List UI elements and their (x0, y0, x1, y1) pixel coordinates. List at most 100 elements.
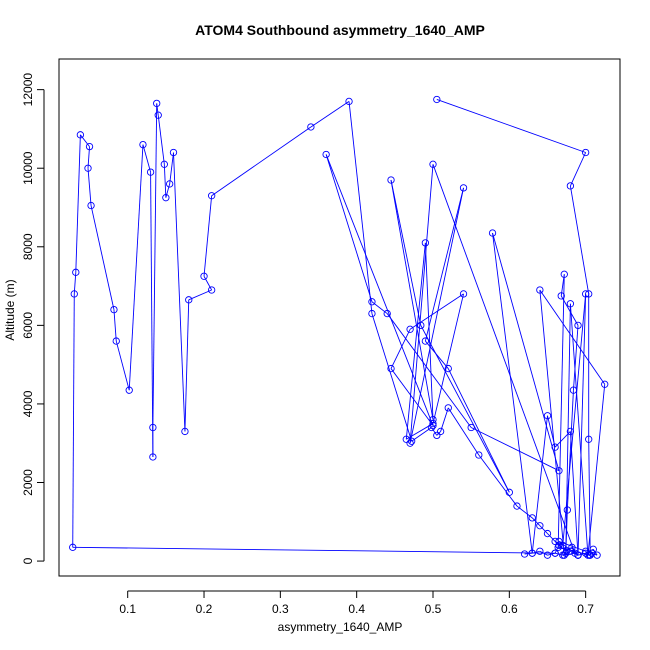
y-tick-label: 8000 (21, 233, 35, 260)
series-segment (524, 552, 533, 555)
data-point (566, 427, 575, 436)
data-point (87, 201, 95, 210)
data-point (555, 467, 563, 475)
data-point (429, 160, 437, 168)
series-segment (558, 541, 586, 552)
series-segment (203, 195, 213, 277)
series-segment (169, 152, 174, 184)
data-point (585, 435, 593, 443)
data-point (407, 437, 416, 445)
series-segment (424, 242, 434, 420)
series-segment (409, 164, 434, 444)
data-point (149, 453, 157, 461)
data-point (560, 270, 568, 278)
series-segment (554, 431, 571, 448)
series-segment (447, 407, 480, 456)
data-point (459, 290, 468, 298)
y-axis-label: Altitude (m) (3, 279, 17, 340)
x-axis: 0.1 0.2 0.3 0.4 0.5 0.6 0.7 (119, 590, 594, 616)
x-tick-label: 0.7 (577, 602, 594, 616)
series-segment (203, 276, 213, 291)
data-point (551, 537, 559, 546)
data-point (459, 184, 468, 192)
data-point (85, 142, 94, 151)
series-segment (80, 134, 90, 147)
series-segment (165, 183, 171, 198)
series-segment (420, 325, 510, 493)
data-point (559, 551, 567, 559)
data-point (185, 296, 193, 304)
y-tick-label: 2000 (21, 469, 35, 496)
data-point (208, 192, 216, 200)
series-segment (432, 293, 464, 424)
series-segment (560, 295, 579, 326)
x-tick-label: 0.4 (348, 602, 365, 616)
series-segment (128, 144, 144, 391)
series-segment (539, 525, 548, 534)
data-point (543, 529, 552, 538)
data-point (528, 549, 536, 557)
series-segment (554, 541, 563, 546)
y-tick-label: 6000 (21, 312, 35, 339)
data-point (566, 300, 575, 308)
series-segment (547, 533, 556, 542)
data-point (488, 229, 497, 237)
data-point (555, 541, 563, 550)
data-point (345, 97, 353, 106)
data-point (433, 95, 441, 104)
series-segment (569, 185, 590, 295)
data-point (563, 506, 571, 514)
series-segment (531, 415, 548, 554)
series-segment (447, 368, 510, 493)
data-point (169, 148, 178, 157)
data-point (574, 321, 582, 330)
plot-area (58, 58, 621, 577)
y-tick-label: 12000 (21, 73, 35, 107)
series-segment (405, 242, 426, 440)
series-segment (115, 340, 130, 391)
data-point (520, 550, 529, 558)
data-point (427, 423, 436, 432)
series-segment (72, 546, 556, 554)
data-point (582, 549, 590, 557)
x-axis-label: asymmetry_1640_AMP (278, 620, 403, 634)
x-tick-label: 0.6 (501, 602, 518, 616)
data-point (585, 551, 594, 559)
series-segment (577, 552, 586, 556)
data-point (513, 502, 521, 510)
data-point (555, 537, 563, 546)
data-point (406, 325, 414, 333)
data-point (162, 194, 170, 202)
data-point (569, 386, 578, 394)
series-segment (569, 152, 587, 187)
data-point (557, 292, 565, 300)
y-tick-label: 10000 (21, 151, 35, 185)
series-segment (390, 179, 422, 326)
data-point (208, 286, 216, 294)
data-point (562, 547, 571, 555)
data-point (528, 514, 536, 522)
data-point (429, 415, 437, 424)
series-segment (90, 205, 115, 310)
chart-title: ATOM4 Southbound asymmetry_1640_AMP (195, 22, 485, 38)
series-segment (539, 550, 548, 556)
data-point (421, 337, 430, 345)
series-segment (348, 101, 373, 314)
data-point (568, 543, 576, 551)
data-point (566, 547, 575, 555)
series-segment (411, 427, 432, 442)
data-point (585, 290, 593, 298)
series-segment (531, 517, 541, 527)
data-point (72, 268, 80, 276)
series-segment (72, 293, 75, 548)
series-segment (173, 152, 186, 432)
series-segment (113, 309, 117, 342)
series-segment (409, 293, 464, 330)
series-segment (470, 427, 560, 472)
series-segment (436, 99, 586, 153)
data-point (436, 427, 445, 436)
data-point (536, 522, 544, 530)
series-segment (325, 154, 434, 426)
x-tick-label: 0.2 (196, 602, 213, 616)
data-point (125, 386, 133, 394)
